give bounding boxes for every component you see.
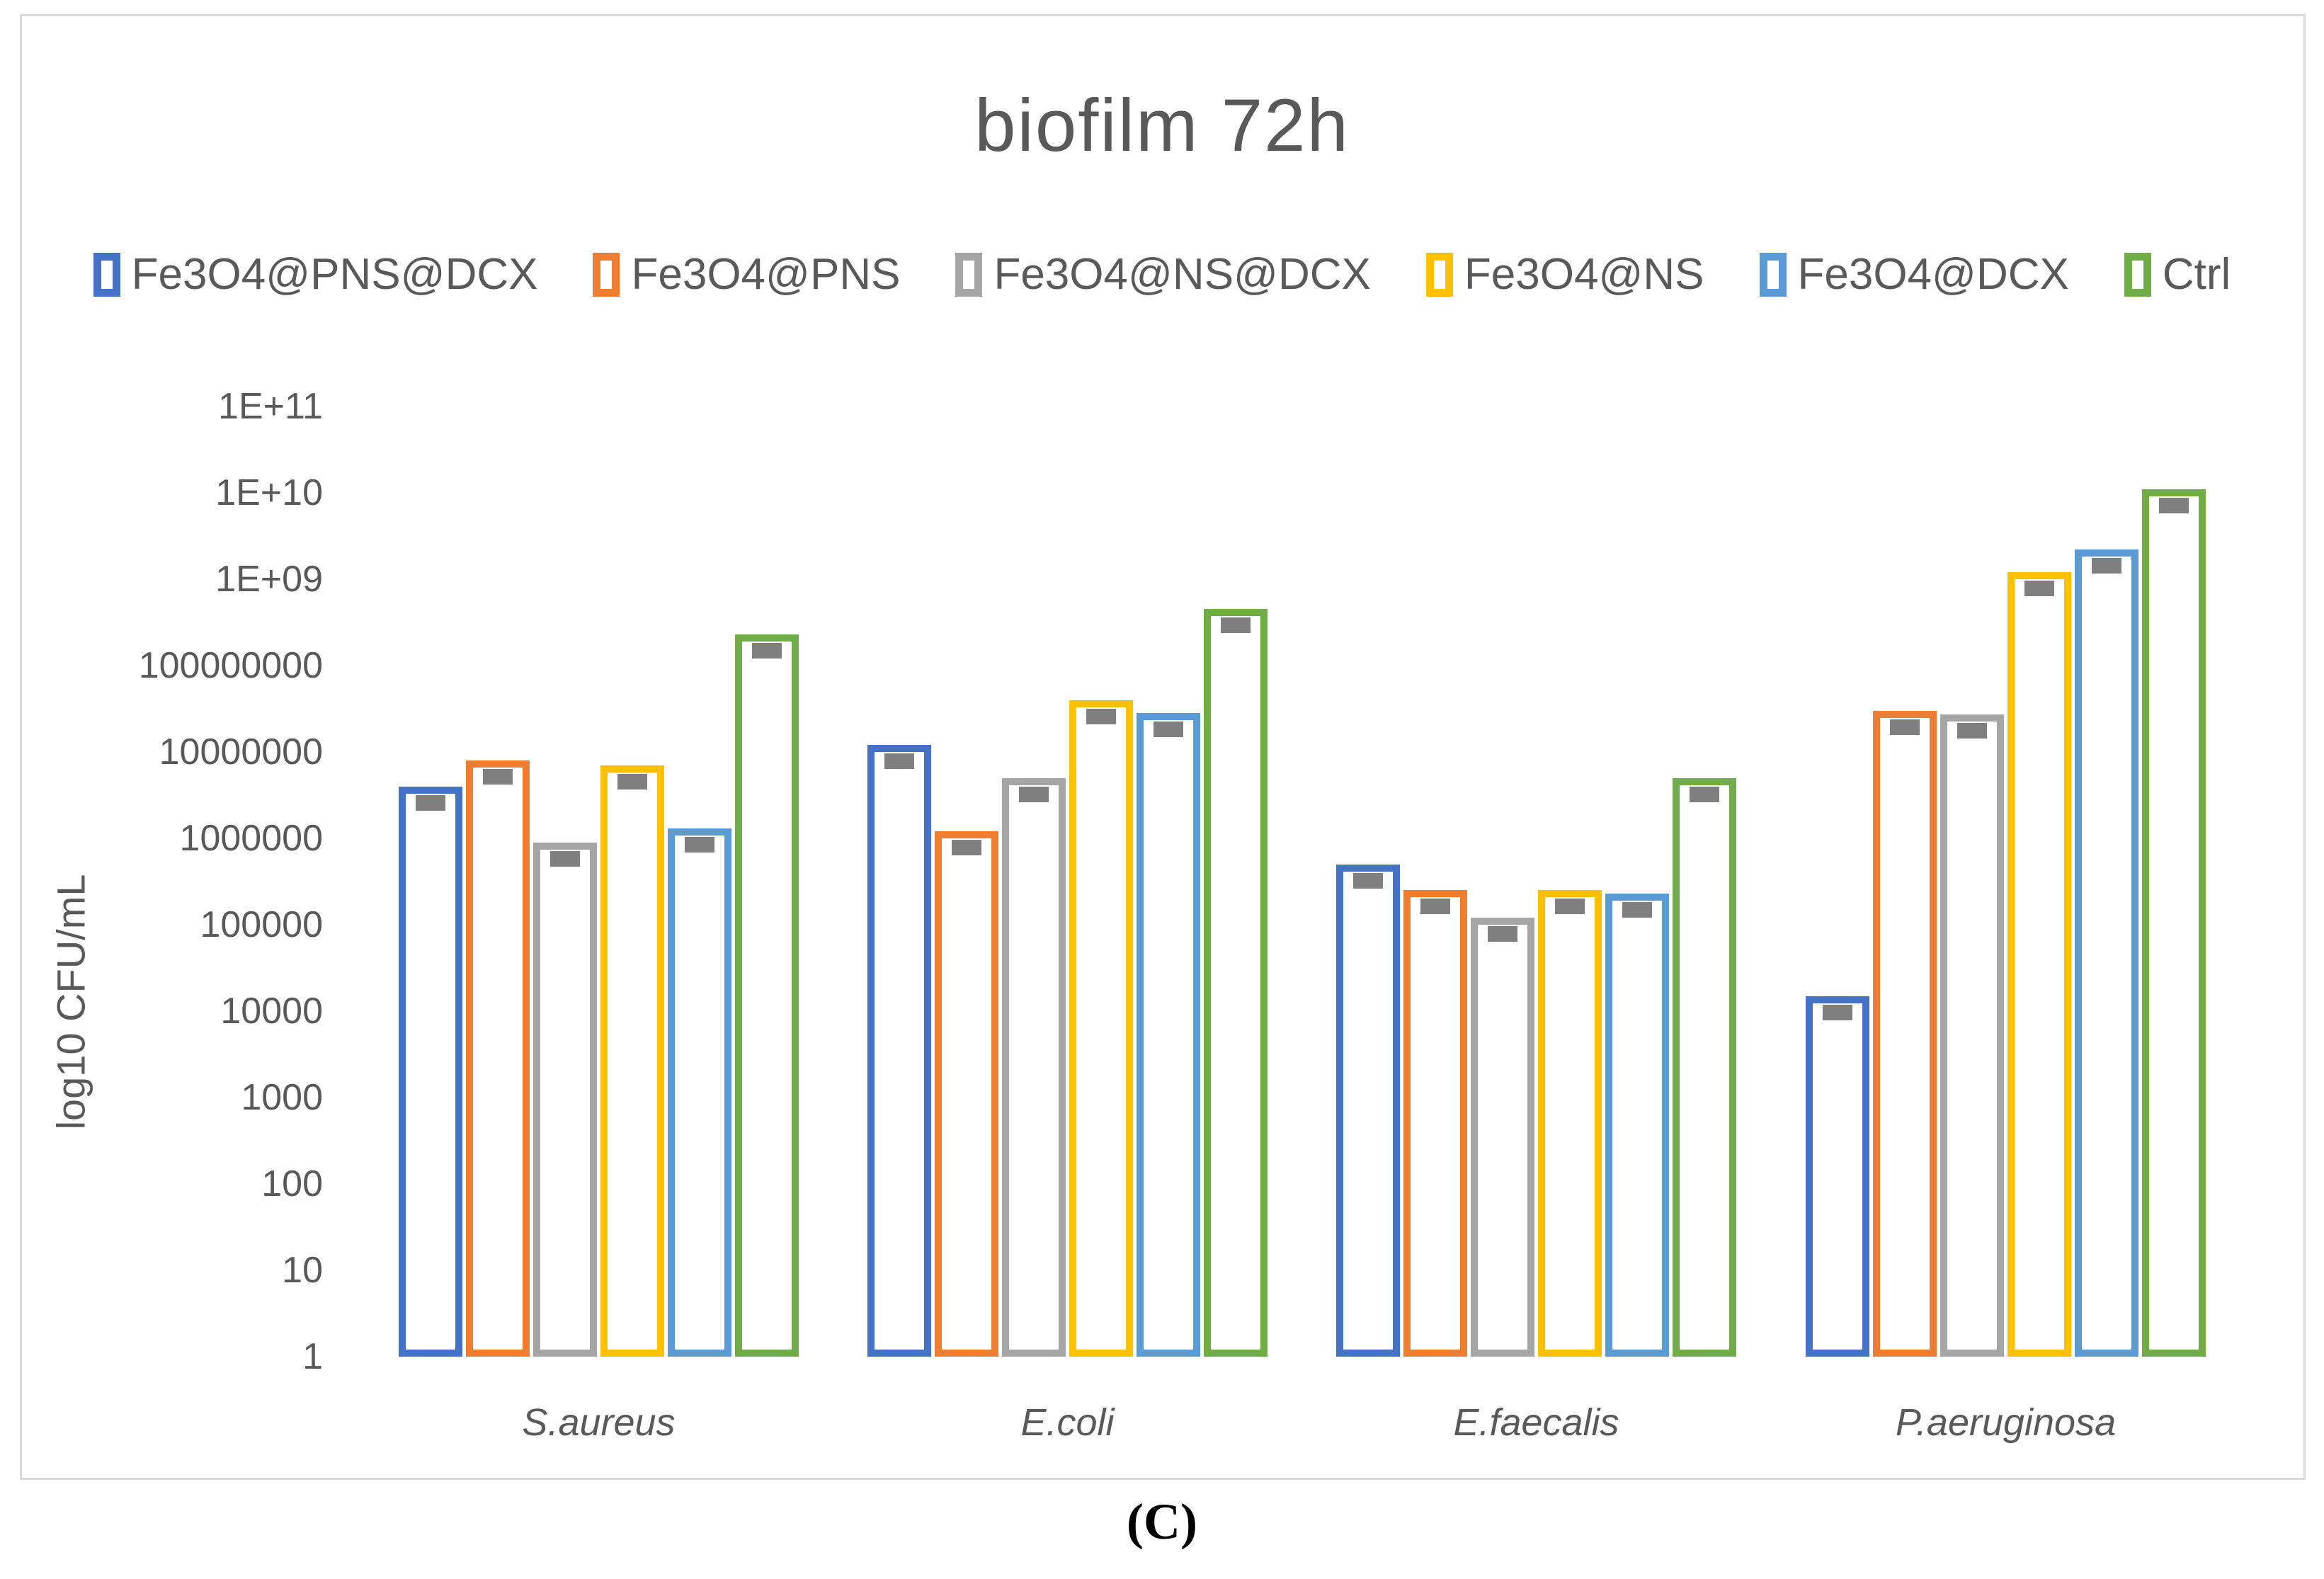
error-bar-cap [1622,902,1652,918]
bar [2142,489,2206,1357]
error-bar-cap [1154,722,1183,737]
error-bar-cap [1420,899,1450,914]
error-bar-cap [1890,719,1920,735]
bar [1471,918,1534,1357]
legend-swatch-icon [93,252,120,297]
error-bar-cap [617,774,647,790]
legend-item: Fe3O4@PNS@DCX [93,249,538,300]
error-bar-cap [2024,581,2054,596]
x-category-label: E.faecalis [1453,1401,1619,1444]
error-bar-cap [2159,498,2189,513]
error-bar-cap [1019,787,1049,802]
bar [466,760,530,1357]
error-bar-cap [1488,926,1517,942]
x-category-label: S.aureus [522,1401,676,1444]
y-tick-label: 100000 [200,904,323,945]
error-bar-cap [952,840,981,855]
x-category-label: P.aeruginosa [1895,1401,2117,1444]
error-bar-cap [416,795,445,811]
legend-swatch-icon [955,252,983,297]
legend-swatch-icon [2124,252,2151,297]
bar [668,828,731,1357]
bar [1605,894,1669,1357]
bar [935,831,998,1357]
figure-caption: (C) [1127,1493,1197,1550]
legend-swatch-icon [593,252,620,297]
y-tick-label: 10000000 [159,731,323,773]
legend-item: Ctrl [2124,249,2231,300]
error-bar-cap [1086,709,1116,724]
y-tick-label: 10000 [220,991,323,1032]
legend-label: Ctrl [2162,250,2231,299]
chart-title: biofilm 72h [974,84,1350,167]
bar [1873,711,1937,1357]
legend-label: Fe3O4@DCX [1797,250,2069,299]
bar [1137,713,1200,1357]
legend-label: Fe3O4@PNS@DCX [131,250,538,299]
legend-item: Fe3O4@PNS [593,249,900,300]
error-bar-cap [1221,617,1251,633]
y-tick-label: 1 [302,1336,323,1377]
legend-swatch-icon [1425,252,1453,297]
error-bar-cap [550,851,580,867]
bar [1673,778,1736,1357]
error-bar-cap [752,643,782,659]
bar [2075,549,2138,1357]
error-bar-cap [1353,873,1383,889]
bar [533,843,597,1357]
bar [1204,609,1268,1357]
bar [600,765,664,1357]
y-tick-label: 1000 [241,1077,323,1118]
legend-swatch-icon [1759,252,1787,297]
error-bar-cap [884,753,914,769]
bar [1403,890,1467,1357]
bar [735,634,799,1357]
y-tick-label: 1E+10 [215,472,323,513]
legend-label: Fe3O4@NS@DCX [993,250,1371,299]
y-tick-label: 1000000 [179,818,323,859]
bar [1002,778,1066,1357]
legend-label: Fe3O4@NS [1464,250,1704,299]
y-tick-label: 1E+09 [215,559,323,600]
bar [867,745,931,1357]
y-tick-label: 10 [282,1250,323,1291]
bar [1940,714,2004,1357]
error-bar-cap [483,769,513,785]
legend-item: Fe3O4@NS@DCX [955,249,1371,300]
error-bar-cap [685,837,714,853]
legend-item: Fe3O4@NS [1425,249,1704,300]
error-bar-cap [1957,723,1987,739]
error-bar-cap [1555,899,1585,914]
bar [1336,865,1400,1357]
bar [1069,700,1133,1357]
bar [1806,996,1869,1357]
error-bar-cap [1823,1005,1852,1020]
bar [2007,572,2071,1357]
legend-item: Fe3O4@DCX [1759,249,2069,300]
bar [1538,890,1602,1357]
error-bar-cap [2092,558,2121,574]
bar [399,787,462,1357]
legend-label: Fe3O4@PNS [631,250,901,299]
error-bar-cap [1690,787,1719,802]
x-category-label: E.coli [1020,1401,1115,1444]
y-tick-label: 1E+11 [218,386,323,427]
y-tick-label: 100 [261,1163,323,1204]
legend: Fe3O4@PNS@DCX Fe3O4@PNS Fe3O4@NS@DCX Fe3O4@… [0,249,2324,300]
y-tick-label: 100000000 [138,645,323,686]
